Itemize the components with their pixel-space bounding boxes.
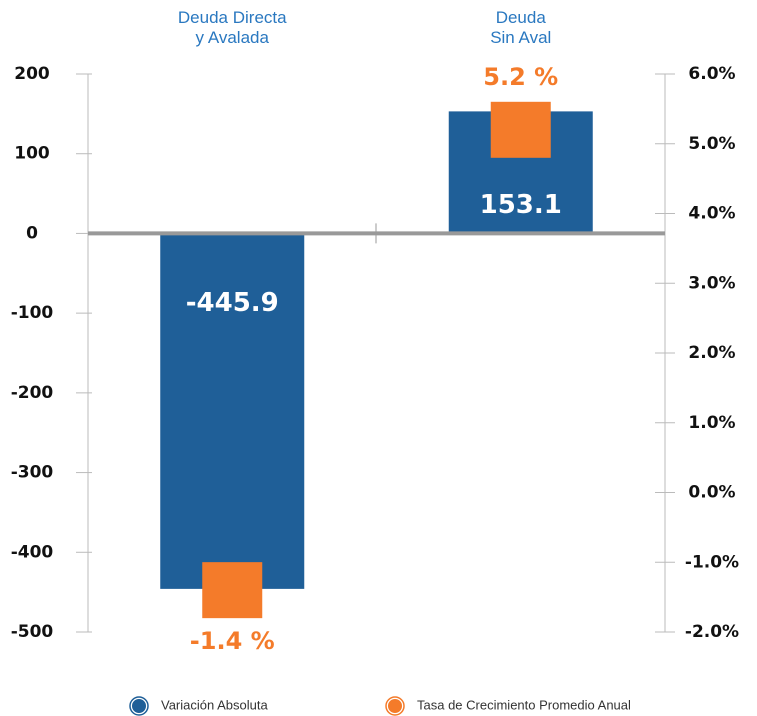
legend-marker [130, 697, 148, 715]
bar-label: -445.9 [186, 288, 279, 318]
y-tick-label: 200 [14, 64, 50, 84]
legend-ring [129, 696, 149, 716]
y2-tick-label: 0.0% [688, 483, 735, 503]
y2-tick-label: 3.0% [688, 273, 735, 293]
y2-tick-label: -2.0% [685, 622, 739, 642]
y2-tick-label: 5.0% [688, 134, 735, 154]
legend-label: Tasa de Crecimiento Promedio Anual [417, 697, 631, 712]
category-label: Deuda Directa y Avalada [177, 8, 287, 47]
y-tick-label: 0 [26, 223, 38, 243]
y-tick-label: -400 [11, 542, 54, 562]
rate-label: 5.2 % [483, 63, 558, 91]
legend-marker [386, 697, 404, 715]
y-tick-label: -500 [11, 622, 54, 642]
y-tick-label: 100 [14, 144, 50, 164]
legend-ring [385, 696, 405, 716]
legend-label: Variación Absoluta [161, 697, 268, 712]
y-tick-label: -200 [11, 383, 54, 403]
y2-tick-label: 2.0% [688, 343, 735, 363]
y2-tick-label: 1.0% [688, 413, 735, 433]
category-label: Deuda Sin Aval [490, 8, 552, 47]
rate-marker [490, 101, 551, 158]
bar-label: 153.1 [480, 190, 562, 220]
y-tick-label: -100 [11, 303, 54, 323]
bar [160, 233, 305, 589]
y-tick-label: -300 [11, 463, 54, 483]
y2-tick-label: -1.0% [685, 552, 739, 572]
rate-marker [202, 562, 263, 619]
rate-label: -1.4 % [190, 627, 275, 655]
y2-tick-label: 6.0% [688, 64, 735, 84]
y2-tick-label: 4.0% [688, 204, 735, 224]
